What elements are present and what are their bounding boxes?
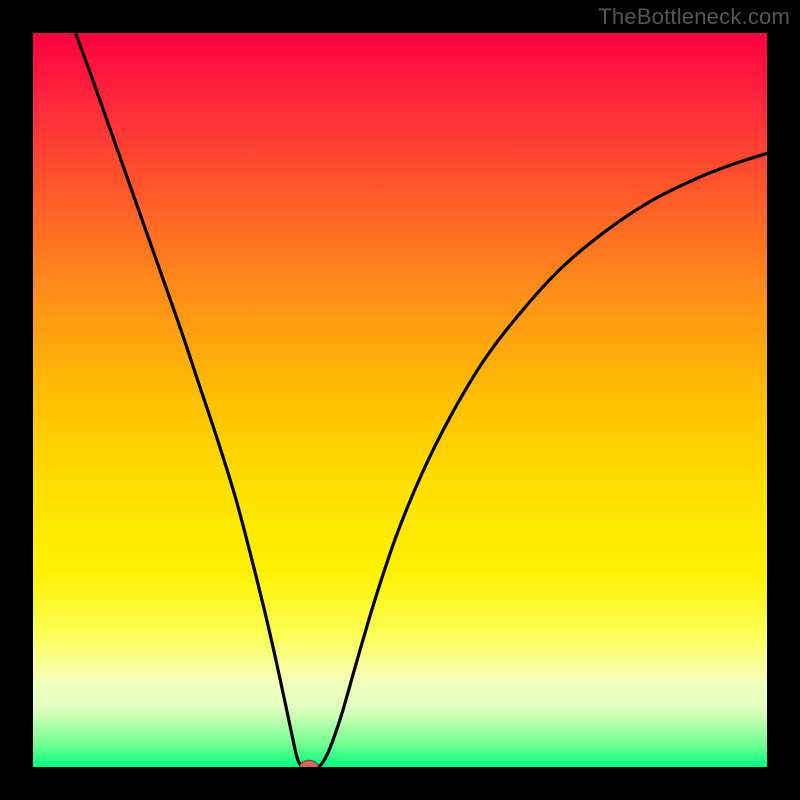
plot-background	[33, 33, 767, 767]
bottleneck-plot	[0, 0, 800, 800]
optimal-marker	[300, 760, 318, 772]
watermark-text: TheBottleneck.com	[598, 4, 790, 30]
